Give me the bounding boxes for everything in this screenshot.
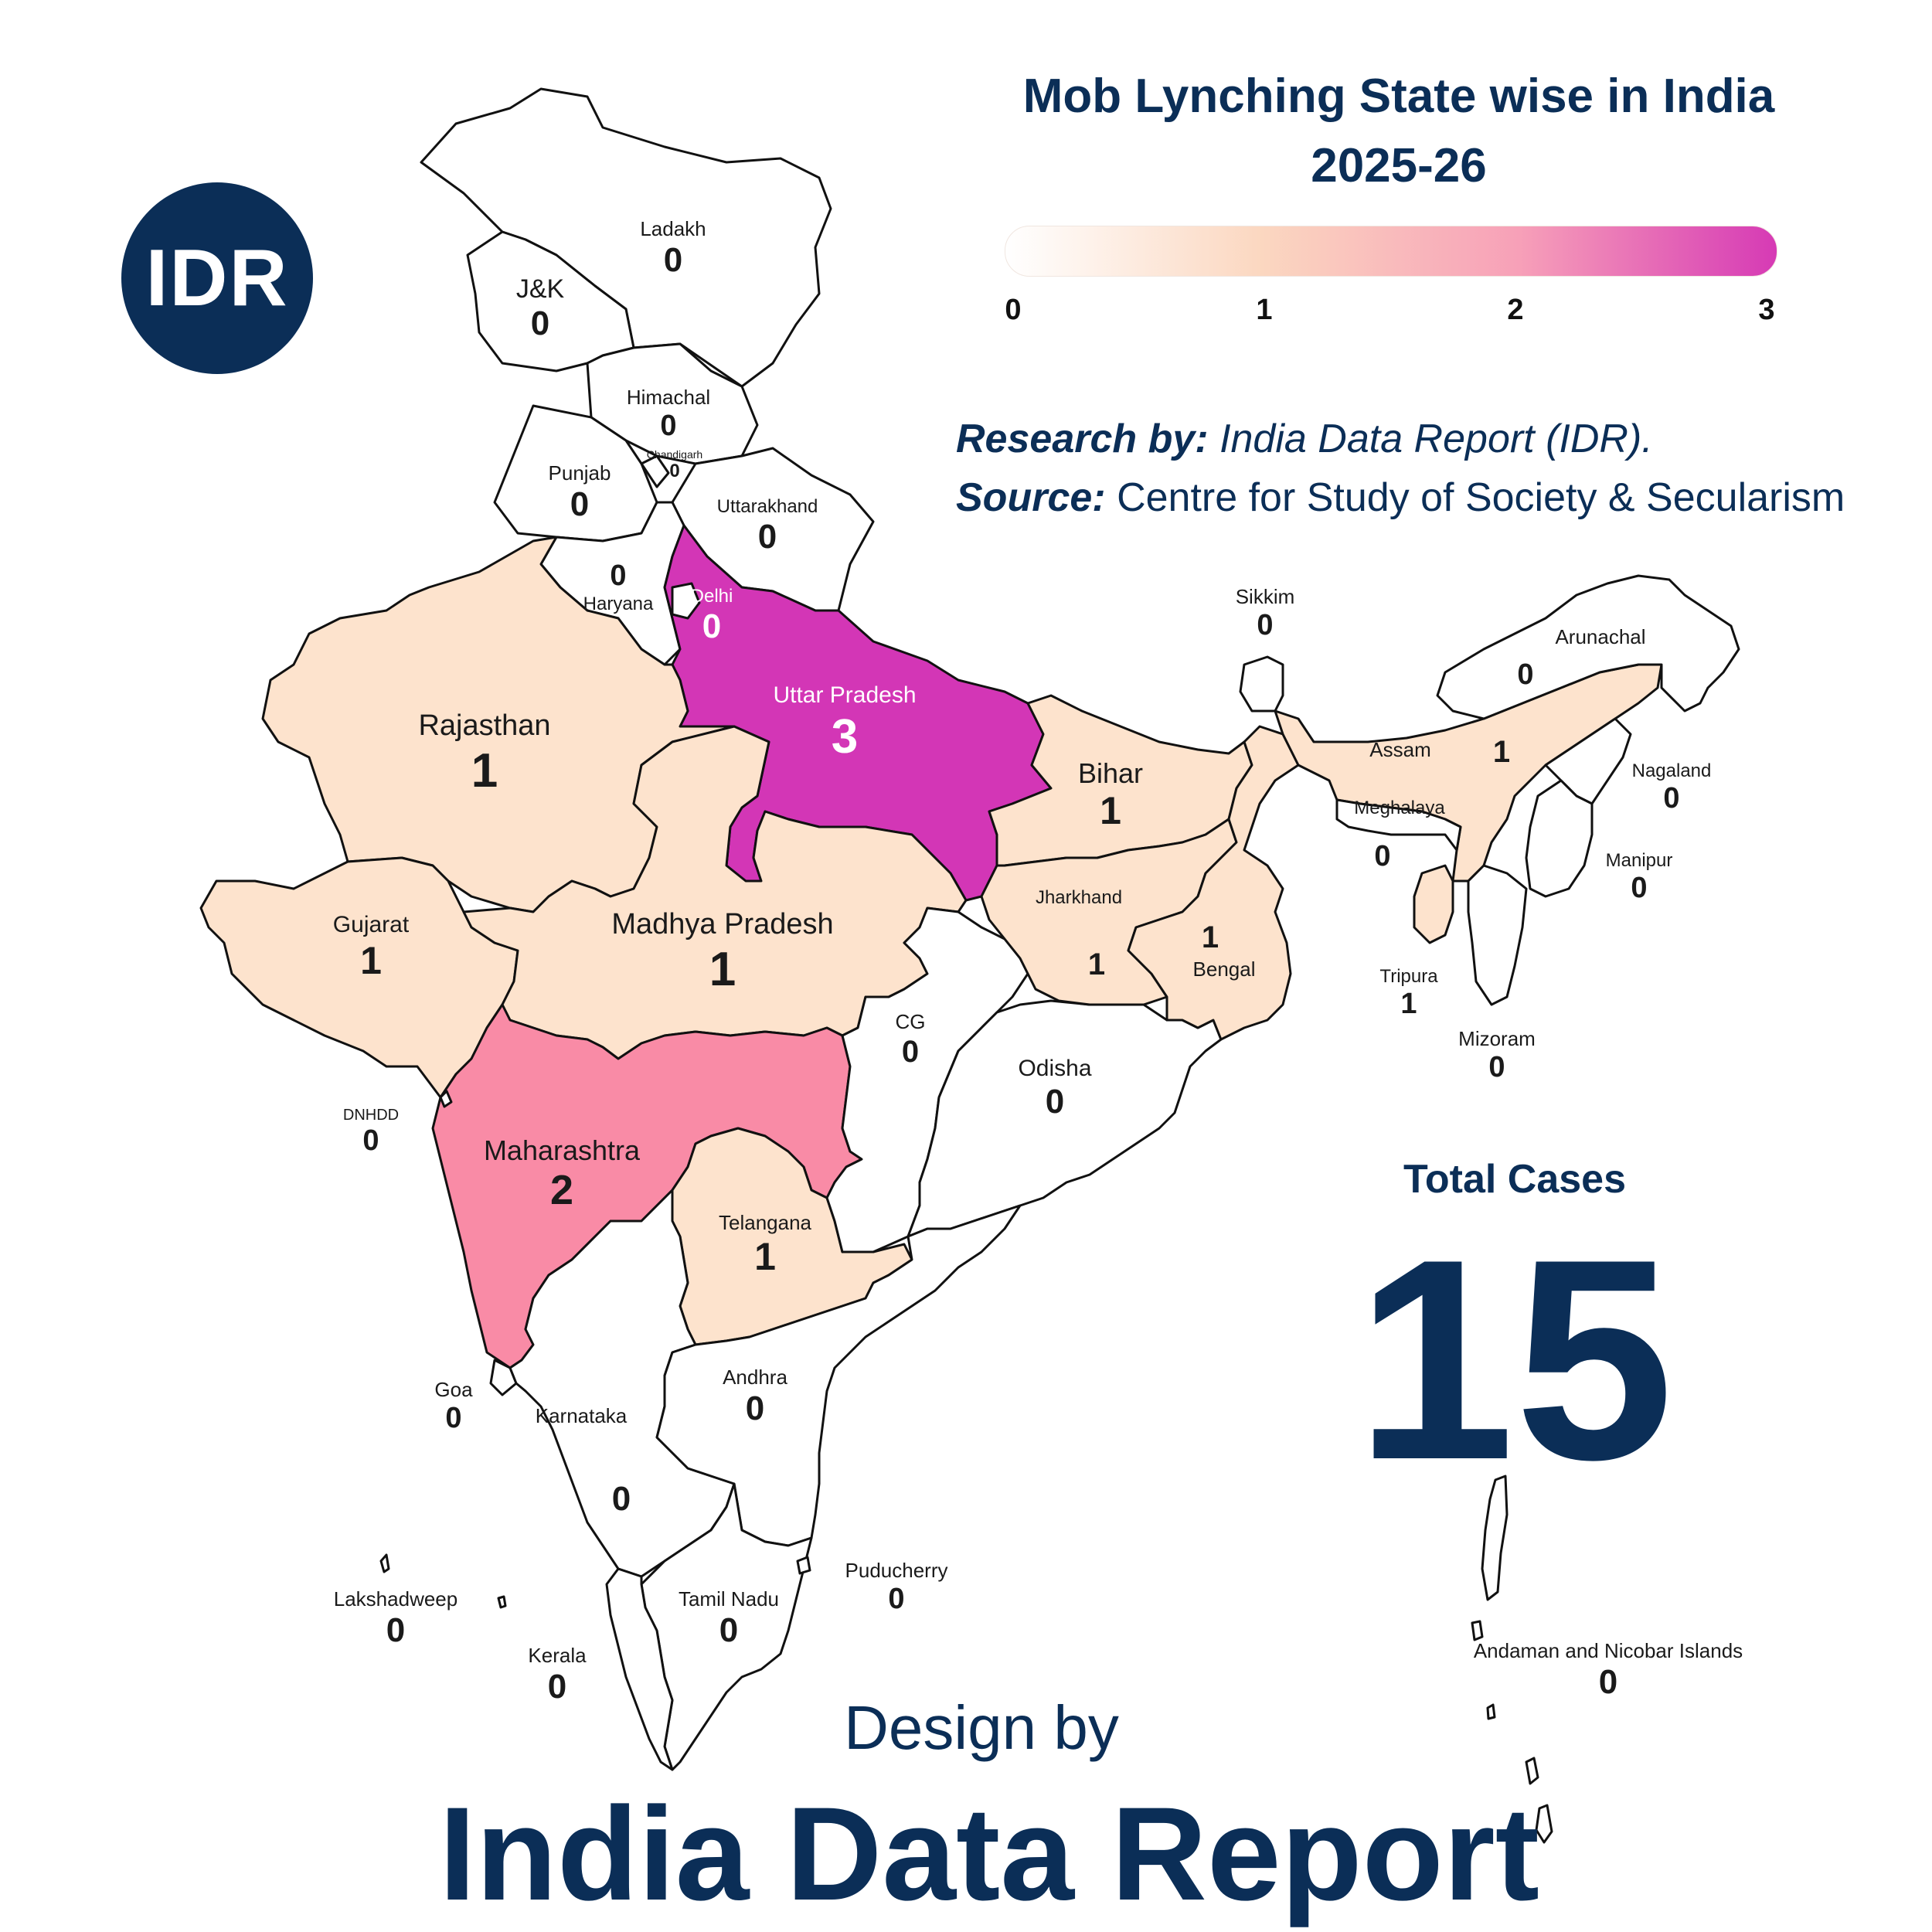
label-arunachal: Arunachal	[1555, 625, 1646, 648]
label-jharkhand-value: 1	[1087, 947, 1106, 981]
legend-tick-3: 3	[1758, 294, 1775, 326]
label-bengal-value: 1	[1201, 920, 1219, 954]
label-puducherry: Puducherry 0	[845, 1559, 948, 1615]
research-value: India Data Report (IDR).	[1219, 417, 1653, 461]
design-by: Design by	[844, 1693, 1119, 1762]
legend-tick-1: 1	[1256, 294, 1273, 326]
label-karnataka-value: 0	[611, 1480, 631, 1518]
label-chandigarh: Chandigarh 0	[646, 448, 703, 482]
region-andaman-nicobar[interactable]	[1471, 1475, 1553, 1844]
source-value: Centre for Study of Society & Secularism	[1117, 475, 1845, 520]
label-jk: J&K 0	[515, 274, 565, 343]
idr-logo: IDR	[121, 182, 313, 374]
source-label: Source:	[956, 475, 1106, 520]
region-nagaland[interactable]	[1544, 717, 1632, 805]
brand-name: India Data Report	[439, 1780, 1539, 1928]
label-telangana: Telangana 1	[719, 1211, 811, 1278]
label-cg: CG 0	[895, 1010, 926, 1069]
region-kerala[interactable]	[605, 1567, 674, 1771]
label-rajasthan: Rajasthan 1	[418, 709, 551, 798]
region-andhra[interactable]	[655, 1204, 1022, 1547]
label-manipur: Manipur 0	[1605, 850, 1673, 904]
label-madhya-pradesh: Madhya Pradesh 1	[611, 908, 834, 996]
region-delhi[interactable]	[671, 582, 701, 620]
research-credit: Research by: India Data Report (IDR).	[956, 416, 1653, 462]
region-bengal[interactable]	[1127, 725, 1300, 1041]
label-arunachal-value: 0	[1517, 658, 1534, 691]
total-cases-value: 15	[1355, 1200, 1674, 1519]
label-odisha: Odisha 0	[1018, 1056, 1092, 1121]
region-chandigarh[interactable]	[640, 454, 670, 488]
label-kerala: Kerala 0	[528, 1644, 587, 1706]
label-punjab: Punjab 0	[548, 461, 611, 523]
region-sikkim[interactable]	[1239, 655, 1284, 713]
label-uttar-pradesh: Uttar Pradesh 3	[773, 682, 917, 764]
label-tripura: Tripura 1	[1379, 966, 1438, 1020]
region-meghalaya[interactable]	[1335, 798, 1462, 852]
source-credit: Source: Centre for Study of Society & Se…	[956, 474, 1845, 521]
region-manipur[interactable]	[1525, 779, 1594, 898]
label-delhi: Delhi 0	[690, 586, 733, 645]
label-sikkim: Sikkim 0	[1235, 585, 1295, 641]
label-karnataka: Karnataka	[535, 1404, 628, 1427]
label-meghalaya-value: 0	[1374, 840, 1391, 872]
label-lakshadweep: Lakshadweep 0	[333, 1587, 458, 1649]
label-jharkhand: Jharkhand	[1035, 887, 1123, 908]
title-line-2: 2025-26	[1311, 139, 1487, 192]
label-assam-value: 1	[1492, 735, 1511, 769]
label-bihar: Bihar 1	[1077, 757, 1144, 833]
label-uttarakhand: Uttarakhand 0	[716, 496, 818, 556]
color-scale-legend	[1005, 226, 1777, 277]
map-title: Mob Lynching State wise in India 2025-26	[958, 62, 1839, 201]
legend-tick-2: 2	[1507, 294, 1524, 326]
label-tamil-nadu: Tamil Nadu 0	[678, 1587, 780, 1649]
label-haryana: 0 Haryana	[583, 560, 654, 614]
label-assam: Assam	[1369, 738, 1431, 761]
legend-tick-0: 0	[1005, 294, 1022, 326]
label-meghalaya: Meghalaya	[1354, 798, 1445, 818]
label-mizoram: Mizoram 0	[1458, 1027, 1536, 1083]
label-gujarat: Gujarat 1	[332, 912, 410, 982]
region-lakshadweep[interactable]	[379, 1553, 507, 1609]
title-line-1: Mob Lynching State wise in India	[1022, 70, 1775, 123]
label-andaman-nicobar: Andaman and Nicobar Islands 0	[1473, 1639, 1743, 1701]
total-cases-label: Total Cases	[1403, 1157, 1627, 1202]
research-label: Research by:	[956, 417, 1209, 461]
label-andhra: Andhra 0	[723, 1366, 787, 1427]
label-dnhdd: DNHDD 0	[342, 1107, 400, 1157]
label-bengal: Bengal	[1192, 957, 1256, 981]
label-himachal: Himachal 0	[626, 386, 711, 442]
region-arunachal[interactable]	[1436, 574, 1740, 720]
label-ladakh: Ladakh 0	[640, 217, 706, 279]
label-maharashtra: Maharashtra 2	[483, 1134, 641, 1214]
label-nagaland: Nagaland 0	[1631, 760, 1712, 815]
logo-text: IDR	[145, 233, 289, 323]
region-dnhdd[interactable]	[439, 1090, 453, 1108]
region-tripura[interactable]	[1413, 864, 1454, 944]
label-goa: Goa 0	[434, 1378, 473, 1434]
region-mizoram[interactable]	[1467, 864, 1528, 1006]
region-puducherry[interactable]	[796, 1556, 811, 1575]
